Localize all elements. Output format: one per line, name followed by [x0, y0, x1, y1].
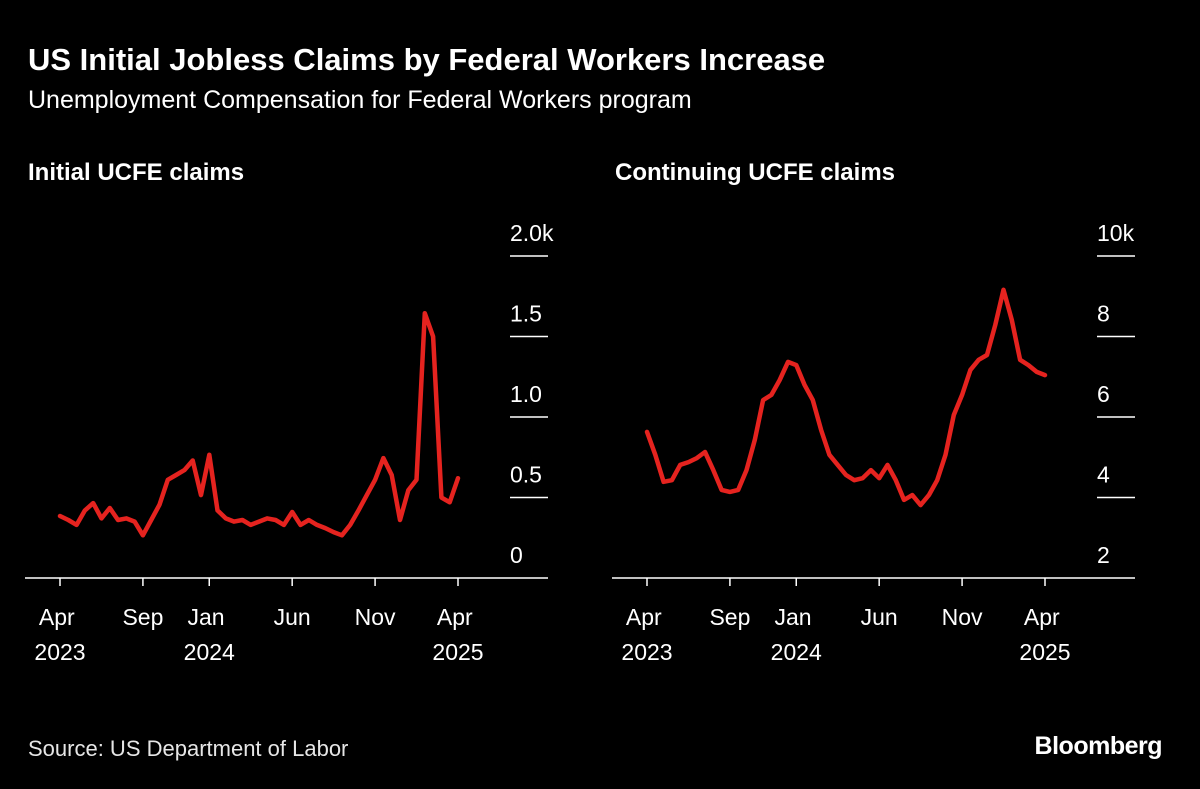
y-tick-label: 2.0k [510, 220, 554, 246]
x-tick-label: Apr 2025 [432, 604, 483, 665]
panel-title: Initial UCFE claims [28, 159, 244, 186]
y-tick-label: 10k [1097, 220, 1135, 246]
series-line [57, 310, 461, 538]
x-tick-label: Jun [274, 604, 311, 630]
series-line [644, 287, 1048, 508]
panel-title: Continuing UCFE claims [615, 159, 895, 186]
chart-title: US Initial Jobless Claims by Federal Wor… [28, 42, 825, 77]
x-tick-label: Jun [861, 604, 898, 630]
x-tick-label: Apr 2023 [621, 604, 672, 665]
x-tick-label: Jan 2024 [771, 604, 822, 665]
x-tick-label: Nov [942, 604, 983, 630]
x-tick-label: Sep [709, 604, 750, 630]
chart-subtitle: Unemployment Compensation for Federal Wo… [28, 86, 692, 114]
x-tick-label: Apr 2025 [1019, 604, 1070, 665]
y-tick-label: 2 [1097, 542, 1110, 568]
x-tick-label: Apr 2023 [34, 604, 85, 665]
x-tick-label: Sep [122, 604, 163, 630]
x-tick-label: Nov [355, 604, 396, 630]
y-tick-label: 0.5 [510, 462, 542, 488]
y-tick-label: 1.0 [510, 381, 542, 407]
y-tick-label: 8 [1097, 301, 1110, 327]
source: Source: US Department of Labor [28, 736, 348, 761]
x-tick-label: Jan 2024 [184, 604, 235, 665]
y-tick-label: 1.5 [510, 301, 542, 327]
y-tick-label: 6 [1097, 381, 1110, 407]
y-tick-label: 4 [1097, 462, 1110, 488]
logo: Bloomberg [1035, 732, 1162, 760]
y-tick-label: 0 [510, 542, 523, 568]
